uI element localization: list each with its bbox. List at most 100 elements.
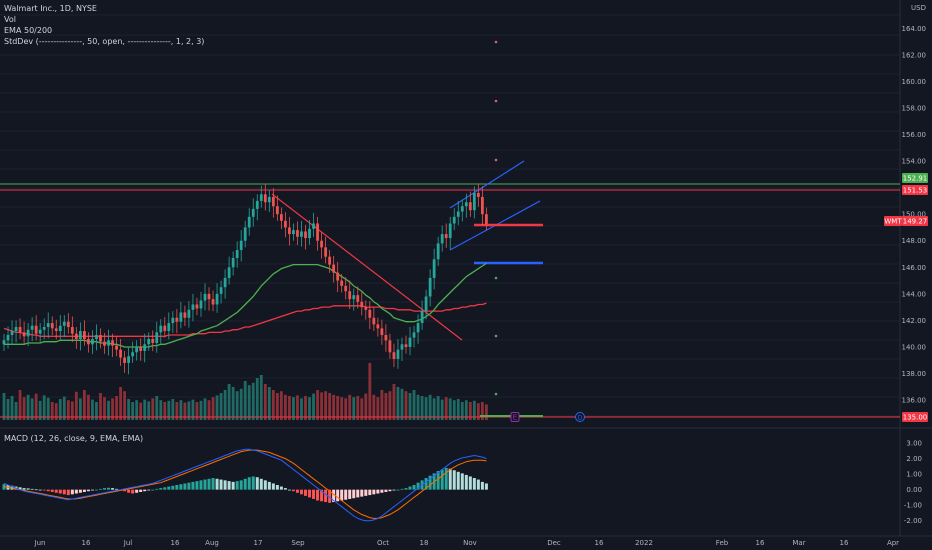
volume-bars <box>2 363 488 420</box>
candle-body <box>131 352 135 357</box>
volume-bar <box>171 399 175 420</box>
volume-bar <box>485 404 488 420</box>
legend-symbol[interactable]: Walmart Inc., 1D, NYSE <box>4 4 97 13</box>
time-tick-label: Jun <box>34 539 46 547</box>
candle-body <box>348 291 352 300</box>
candle-body <box>380 328 384 336</box>
macd-histogram-bar <box>396 489 400 491</box>
volume-bar <box>10 396 14 420</box>
macd-histogram-bar <box>416 482 420 490</box>
macd-histogram-bar <box>103 488 106 490</box>
legend-vol[interactable]: Vol <box>4 15 16 24</box>
candle-body <box>404 344 408 347</box>
candle-body <box>352 295 356 300</box>
stddev-dot <box>494 40 498 44</box>
dividend-marker-text: D <box>578 416 583 422</box>
macd-histogram-bar <box>66 489 70 496</box>
macd-histogram-bar <box>155 488 159 490</box>
macd-histogram-bar <box>444 467 448 490</box>
volume-bar <box>78 398 82 420</box>
macd-histogram-bar <box>54 489 58 493</box>
macd-histogram-bar <box>295 489 299 493</box>
red-price-tag-text: 151.53 <box>903 187 928 195</box>
price-tick-label: 150.00 <box>902 211 927 219</box>
macd-histogram-bar <box>215 478 219 490</box>
stddev-dot <box>494 99 498 103</box>
macd-histogram-bar <box>356 489 360 498</box>
macd-histogram-bar <box>151 489 155 491</box>
time-tick-label: 16 <box>82 539 91 547</box>
price-tick-label: 160.00 <box>902 78 927 86</box>
candle-body <box>328 256 332 265</box>
macd-histogram-bar <box>115 488 119 490</box>
volume-bar <box>348 394 352 420</box>
legend-ema[interactable]: EMA 50/200 <box>4 26 53 35</box>
volume-bar <box>119 387 122 420</box>
macd-histogram-bar <box>344 489 348 500</box>
candle-body <box>191 304 195 310</box>
volume-bar <box>360 398 364 420</box>
volume-bar <box>219 393 223 420</box>
candles[interactable] <box>2 183 488 375</box>
candle-body <box>107 340 110 346</box>
candle-body <box>26 329 30 337</box>
volume-bar <box>131 402 135 420</box>
macd-histogram-bar <box>364 489 368 496</box>
volume-bar <box>372 394 376 420</box>
volume-bar <box>336 396 340 420</box>
candle-body <box>456 211 460 217</box>
macd-histogram-bar <box>476 479 480 490</box>
volume-bar <box>123 391 126 420</box>
candle-body <box>263 194 267 203</box>
macd-histogram-bar <box>283 488 287 490</box>
macd-histogram-bar <box>107 487 111 490</box>
volume-bar <box>191 399 195 420</box>
volume-bar <box>62 396 66 420</box>
candle-body <box>428 277 432 297</box>
volume-bar <box>396 387 400 420</box>
volume-bar <box>464 400 468 420</box>
volume-bar <box>167 400 171 420</box>
macd-histogram-bar <box>436 471 440 490</box>
time-tick-label: Sep <box>291 539 305 547</box>
last-price-tag: 149.27 <box>902 216 928 226</box>
legend-stddev[interactable]: StdDev (---------------, 50, open, -----… <box>4 37 205 46</box>
candle-body <box>324 247 327 257</box>
candle-body <box>247 216 251 228</box>
candle-body <box>460 206 464 212</box>
candle-body <box>70 327 74 334</box>
macd-histogram-bar <box>82 489 86 492</box>
macd-legend[interactable]: MACD (12, 26, close, 9, EMA, EMA) <box>4 434 144 443</box>
candle-body <box>18 327 22 333</box>
volume-bar <box>14 402 18 420</box>
macd-histogram-bar <box>123 489 127 492</box>
red-price-tag: 151.53 <box>902 185 928 195</box>
candle-body <box>167 323 171 332</box>
candle-body <box>46 323 50 328</box>
green-price-tag-text: 152.91 <box>903 175 928 183</box>
candle-body <box>464 202 468 207</box>
trendlines[interactable] <box>0 160 900 418</box>
macd-histogram-bar <box>243 478 247 490</box>
candle-body <box>316 223 319 241</box>
candle-body <box>62 321 66 326</box>
macd-histogram-bar <box>22 488 26 490</box>
volume-bar <box>183 402 187 420</box>
candle-body <box>58 325 62 332</box>
macd-tick-label: -2.00 <box>904 517 922 525</box>
price-tick-label: 164.00 <box>902 25 927 33</box>
volume-bar <box>468 402 472 420</box>
volume-bar <box>400 388 404 420</box>
macd-histogram-bar <box>50 489 54 492</box>
macd-histogram-bar <box>223 480 227 490</box>
macd-histogram-bar <box>187 482 191 490</box>
green-price-tag-bg <box>902 173 928 183</box>
volume-bar <box>452 400 456 420</box>
symbol-tag-bg <box>884 216 902 226</box>
macd-tick-label: 1.00 <box>906 471 922 479</box>
candle-body <box>444 234 448 239</box>
candle-body <box>288 227 291 235</box>
candle-body <box>215 293 219 305</box>
price-tick-label: 140.00 <box>902 343 927 351</box>
